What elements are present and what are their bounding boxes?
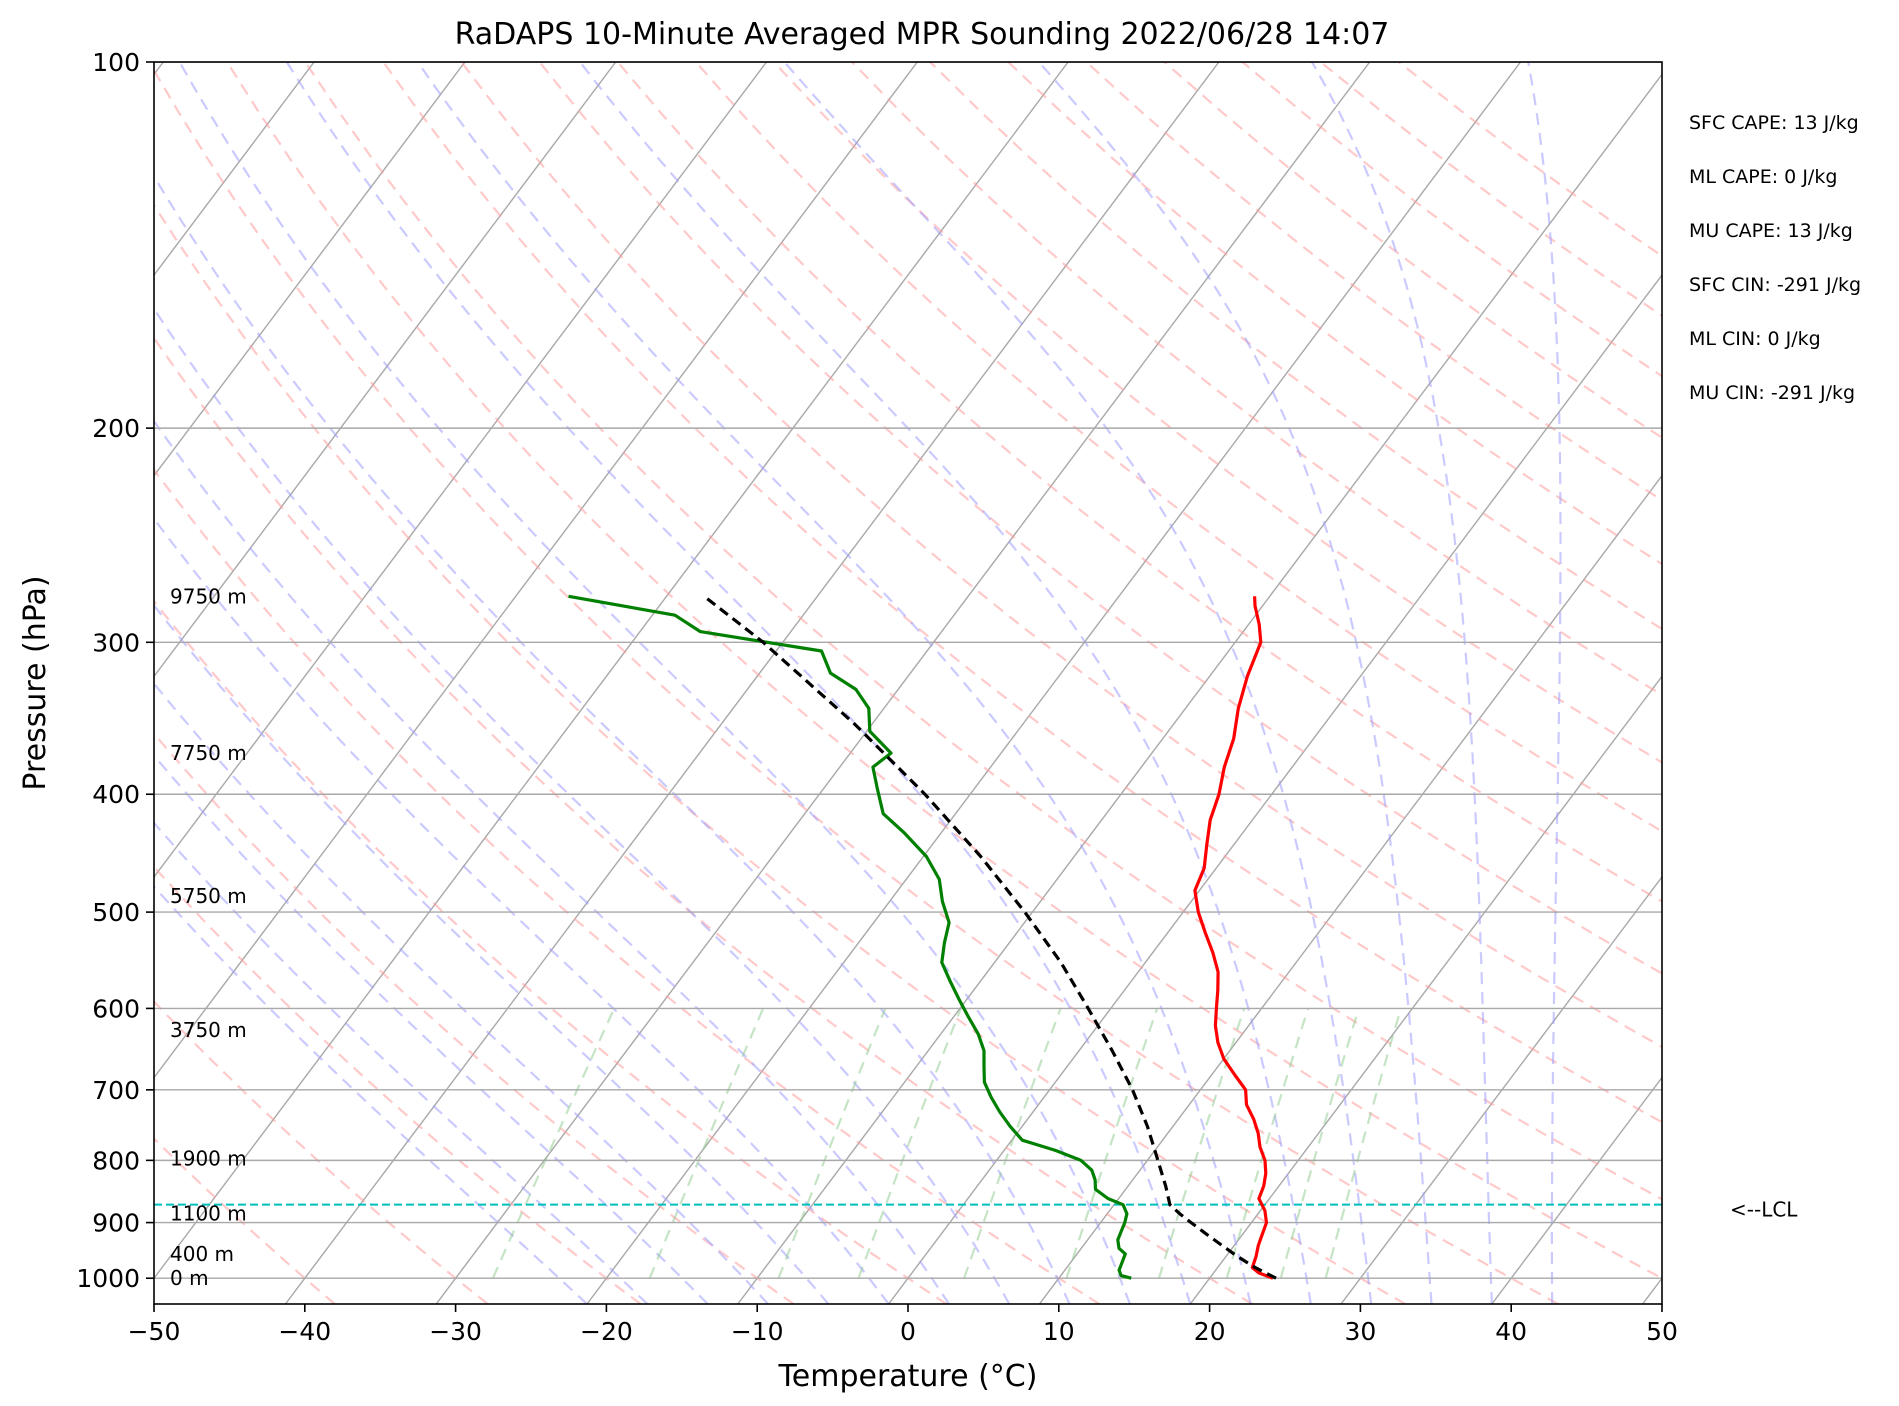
y-tick-label: 700 — [92, 1076, 140, 1105]
height-label: 7750 m — [170, 741, 247, 765]
dry-adiabat-line — [154, 599, 948, 1304]
y-axis: 100 200 300 400 500 600 700 800 900 1000 — [76, 48, 154, 1293]
parcel-profile — [703, 595, 1277, 1280]
moist-adiabat-line — [1038, 62, 1433, 1304]
background-lines — [154, 62, 1662, 1304]
moist-adiabat-line — [1311, 62, 1493, 1304]
moist-adiabat-line — [285, 62, 1192, 1304]
stability-index: SFC CAPE: 13 J/kg — [1689, 112, 1859, 134]
y-tick-label: 400 — [92, 780, 140, 809]
isotherm-line — [1038, 474, 1662, 1304]
y-tick-label: 900 — [92, 1209, 140, 1238]
lcl-line: <--LCL — [154, 1198, 1798, 1222]
dry-adiabat-line — [154, 68, 1559, 1304]
isotherm-line — [586, 62, 1522, 1304]
isotherm-line — [154, 62, 918, 1079]
height-label: 1900 m — [170, 1146, 247, 1170]
dry-adiabat-line — [694, 62, 1662, 833]
moist-adiabat-line — [154, 682, 769, 1304]
dry-adiabat-line — [226, 62, 1662, 1280]
dry-adiabat-line — [1007, 62, 1662, 566]
isotherm-line — [154, 62, 315, 277]
x-tick-label: −50 — [128, 1317, 181, 1346]
dry-adiabat-line — [382, 62, 1662, 1124]
lcl-label: <--LCL — [1730, 1198, 1798, 1222]
chart-title: RaDAPS 10-Minute Averaged MPR Sounding 2… — [455, 17, 1390, 52]
x-tick-label: 30 — [1344, 1317, 1376, 1346]
x-tick-label: −40 — [278, 1317, 331, 1346]
moist-adiabat-line — [154, 603, 830, 1304]
dewpoint-profile — [568, 594, 1132, 1280]
dry-adiabat-line — [154, 1137, 336, 1304]
y-tick-label: 1000 — [76, 1264, 140, 1293]
dry-adiabat-line — [154, 467, 1100, 1304]
moist-adiabat-line — [154, 306, 1011, 1304]
moist-adiabat-line — [154, 174, 1071, 1304]
isotherm-line — [435, 62, 1371, 1304]
isotherm-line — [154, 62, 617, 678]
moist-adiabat-line — [783, 62, 1373, 1304]
moist-adiabat-line — [154, 821, 649, 1304]
x-tick-label: 10 — [1043, 1317, 1075, 1346]
moist-adiabat-line — [154, 885, 588, 1304]
dry-adiabat-line — [154, 203, 1406, 1304]
moist-adiabat-line — [416, 62, 1252, 1304]
isotherm-line — [154, 62, 466, 477]
height-label: 1100 m — [170, 1202, 247, 1226]
grid-lines — [154, 62, 1662, 1279]
isotherm-line — [154, 62, 768, 879]
stability-index: ML CIN: 0 J/kg — [1689, 328, 1821, 350]
x-tick-label: 50 — [1646, 1317, 1678, 1346]
profile-lines — [568, 594, 1277, 1280]
height-label: 9750 m — [170, 584, 247, 608]
moist-adiabat-line — [178, 62, 1131, 1304]
height-label: 400 m — [170, 1242, 234, 1266]
height-label: 5750 m — [170, 884, 247, 908]
moist-adiabat-line — [154, 419, 950, 1304]
height-label: 3750 m — [170, 1018, 247, 1042]
stability-indices: SFC CAPE: 13 J/kg ML CAPE: 0 J/kg MU CAPE:… — [1689, 112, 1861, 404]
moist-adiabat-line — [1527, 62, 1562, 1304]
temperature-profile — [1193, 596, 1274, 1280]
y-tick-label: 500 — [92, 898, 140, 927]
stability-index: SFC CIN: -291 J/kg — [1689, 274, 1861, 296]
moist-adiabat-line — [579, 62, 1312, 1304]
x-tick-label: 0 — [900, 1317, 916, 1346]
y-tick-label: 300 — [92, 628, 140, 657]
stability-index: ML CAPE: 0 J/kg — [1689, 166, 1837, 188]
y-tick-label: 800 — [92, 1146, 140, 1175]
y-tick-label: 100 — [92, 48, 140, 77]
isotherm-line — [1340, 875, 1662, 1304]
dry-adiabat-line — [154, 865, 642, 1304]
isotherm-line — [1189, 675, 1662, 1304]
dry-adiabat-line — [304, 62, 1662, 1201]
isotherm-line — [888, 273, 1662, 1304]
x-tick-label: −10 — [731, 1317, 784, 1346]
y-tick-label: 600 — [92, 994, 140, 1023]
x-tick-label: −30 — [429, 1317, 482, 1346]
isotherm-line — [154, 62, 1069, 1280]
dry-adiabat-line — [616, 62, 1662, 903]
height-label: 0 m — [170, 1266, 209, 1290]
stability-index: MU CIN: -291 J/kg — [1689, 382, 1855, 404]
stability-index: MU CAPE: 13 J/kg — [1689, 220, 1853, 242]
x-tick-label: 40 — [1495, 1317, 1527, 1346]
isotherm-line — [284, 62, 1220, 1304]
x-tick-label: −20 — [580, 1317, 633, 1346]
isotherm-line — [1491, 1076, 1662, 1304]
dry-adiabat-line — [154, 336, 1253, 1304]
x-tick-label: 20 — [1194, 1317, 1226, 1346]
y-tick-label: 200 — [92, 414, 140, 443]
y-axis-label: Pressure (hPa) — [18, 575, 53, 790]
x-axis: −50 −40 −30 −20 −10 0 10 20 30 40 50 — [128, 1304, 1678, 1346]
x-axis-label: Temperature (°C) — [778, 1359, 1038, 1394]
dry-adiabat-line — [929, 62, 1662, 631]
moist-adiabat-line — [154, 516, 890, 1304]
